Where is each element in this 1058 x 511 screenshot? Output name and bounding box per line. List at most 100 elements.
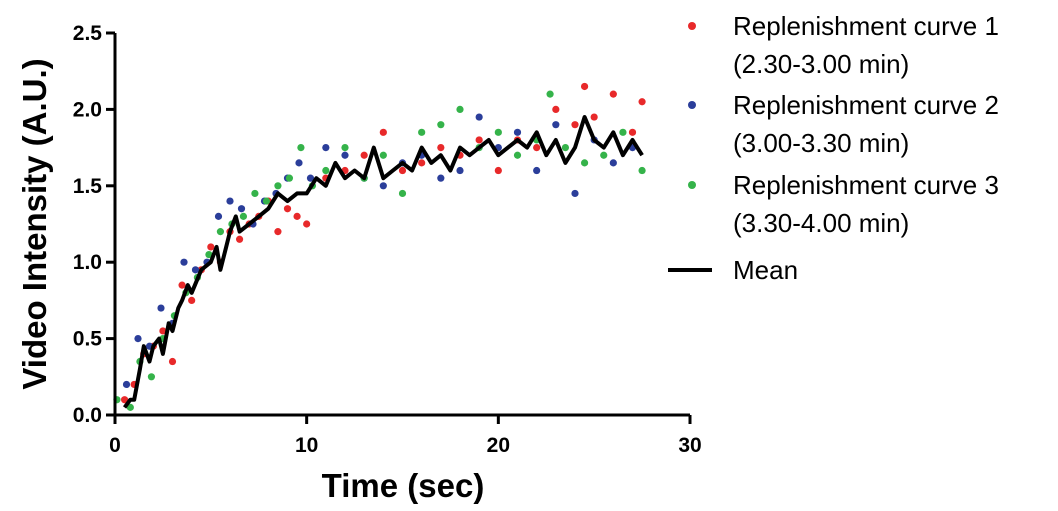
y-tick-label: 0.5 (73, 328, 103, 351)
series-1-point (207, 243, 215, 251)
series-3-point (600, 151, 608, 159)
series-2-point (513, 128, 522, 136)
series-3-point (216, 228, 225, 236)
series-1-point (398, 166, 407, 175)
series-1-point (274, 228, 282, 236)
series-2-point (456, 166, 464, 175)
legend-label: Replenishment curve 2 (733, 90, 999, 120)
legend-label: (3.00-3.30 min) (733, 128, 909, 158)
series-3-point (456, 105, 464, 113)
series-3-point (274, 182, 282, 190)
series-3-point (126, 403, 134, 411)
series-3-point (341, 144, 349, 152)
series-3-point (546, 90, 554, 98)
series-1-point (628, 128, 637, 136)
x-tick-label: 20 (487, 434, 510, 457)
series-3-point (322, 166, 330, 175)
series-2-point (341, 151, 349, 159)
series-1-point (571, 121, 579, 129)
series-2-point (237, 205, 246, 213)
series-3-point (638, 166, 646, 175)
series-3-point (205, 250, 213, 259)
legend-marker (688, 101, 696, 109)
series-1-point (609, 90, 617, 98)
series-3-point (494, 128, 502, 136)
legend-label: Replenishment curve 3 (733, 170, 999, 200)
series-1-point (178, 281, 186, 289)
series-1-point (418, 159, 426, 167)
legend-entry-4: Mean (668, 255, 798, 285)
series-2-point (609, 159, 617, 167)
series-1-point (638, 98, 646, 106)
mean-line (122, 115, 644, 409)
series-3-point (285, 174, 294, 182)
series-3-point (262, 197, 271, 205)
series-1-point (533, 144, 541, 152)
legend-label: (3.30-4.00 min) (733, 208, 909, 238)
legend-marker (688, 181, 696, 189)
x-ticks: 0 10 20 30 (109, 415, 702, 457)
series-3-point (418, 128, 426, 136)
series-1-point (552, 105, 560, 113)
x-tick-label: 0 (109, 434, 121, 457)
series-1-point (293, 212, 301, 220)
x-tick-label: 30 (678, 434, 701, 457)
series-2-point (552, 121, 560, 129)
series-2-point (322, 144, 330, 152)
series-2-point (306, 174, 315, 182)
series-1-point (235, 235, 244, 243)
series-1-point (159, 327, 167, 335)
series-1-point (303, 220, 311, 228)
series-2-point (437, 174, 445, 182)
plot-marks (113, 82, 646, 411)
legend-label: Replenishment curve 1 (733, 11, 999, 41)
series-3-point (580, 159, 589, 167)
y-tick-label: 2.5 (73, 22, 103, 45)
legend-label: (2.30-3.00 min) (733, 49, 909, 79)
series-1-point (168, 357, 177, 366)
series-3-point (437, 121, 445, 129)
series-2-point (191, 266, 200, 274)
series-3-point (398, 189, 407, 198)
series-3-point (379, 151, 387, 159)
series-1-point (580, 82, 589, 91)
series-3-point (513, 151, 522, 159)
legend-entry-1: Replenishment curve 1 (2.30-3.00 min) (688, 11, 999, 79)
y-axis-title: Video Intensity (A.U.) (16, 58, 53, 389)
series-3-point (147, 373, 156, 381)
series-2-point (475, 113, 483, 121)
series-2-point (134, 335, 142, 343)
legend-marker (688, 22, 696, 30)
x-axis-title: Time (sec) (322, 467, 485, 504)
series-1-point (379, 128, 387, 136)
series-1-point (120, 396, 129, 404)
series-2-point (379, 182, 387, 190)
series-1-point (437, 144, 445, 152)
series-1-point (360, 151, 368, 159)
y-tick-label: 2.0 (73, 98, 102, 121)
axes (113, 33, 690, 417)
x-tick-label: 10 (295, 434, 318, 457)
legend: Replenishment curve 1(2.30-3.00 min)Repl… (668, 11, 999, 285)
series-2-point (295, 159, 303, 167)
series-2-point (571, 189, 579, 198)
legend-entry-2: Replenishment curve 2 (3.00-3.30 min) (688, 90, 999, 158)
series-1-point (475, 136, 483, 144)
legend-entry-3: Replenishment curve 3 (3.30-4.00 min) (688, 170, 999, 238)
y-ticks: 0.0 0.5 1.0 1.5 2.0 2.5 (73, 22, 115, 427)
series-3-point (561, 144, 570, 152)
legend-label: Mean (733, 255, 798, 285)
y-tick-label: 1.5 (73, 175, 103, 198)
series-2-point (214, 212, 223, 220)
series-2-point (157, 304, 165, 312)
series-3-point (251, 189, 259, 198)
series-2-point (180, 258, 188, 266)
series-3-point (297, 144, 305, 152)
y-tick-label: 0.0 (73, 404, 102, 427)
series-1-point (494, 166, 502, 175)
series-1-point (188, 296, 196, 304)
series-1-point (283, 205, 292, 213)
series-1-point (590, 113, 598, 121)
series-2-point (226, 197, 234, 205)
